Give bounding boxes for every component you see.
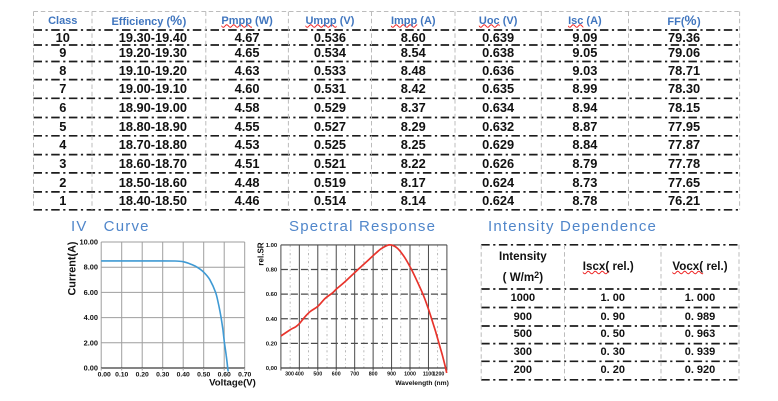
- svg-text:0.60: 0.60: [266, 292, 278, 298]
- svg-text:0.60: 0.60: [218, 372, 231, 379]
- svg-text:1100: 1100: [423, 372, 435, 378]
- svg-text:0.00: 0.00: [98, 372, 111, 379]
- svg-text:Wavelength (nm): Wavelength (nm): [395, 380, 449, 387]
- svg-text:Current(A): Current(A): [67, 241, 79, 295]
- svg-text:4.00: 4.00: [84, 313, 98, 322]
- svg-text:0.70: 0.70: [238, 372, 251, 379]
- svg-text:500: 500: [313, 372, 322, 378]
- svg-text:0.30: 0.30: [156, 372, 169, 379]
- svg-text:0.00: 0.00: [84, 364, 98, 373]
- svg-text:6.00: 6.00: [84, 288, 98, 297]
- svg-text:Voltage(V): Voltage(V): [209, 378, 256, 389]
- svg-text:2.00: 2.00: [84, 338, 98, 347]
- svg-text:0,00: 0,00: [266, 366, 278, 372]
- svg-text:1200: 1200: [433, 372, 445, 378]
- svg-text:0.80: 0.80: [266, 268, 278, 274]
- svg-text:0.20: 0.20: [136, 372, 149, 379]
- svg-text:0.10: 0.10: [115, 372, 128, 379]
- svg-text:10.00: 10.00: [80, 238, 99, 247]
- svg-text:600: 600: [332, 372, 341, 378]
- svg-text:300: 300: [285, 372, 294, 378]
- svg-text:800: 800: [369, 372, 378, 378]
- svg-text:rel.SR: rel.SR: [257, 242, 266, 265]
- svg-text:1000: 1000: [404, 372, 416, 378]
- svg-text:0.50: 0.50: [197, 372, 210, 379]
- svg-text:700: 700: [350, 372, 359, 378]
- svg-text:1.00: 1.00: [266, 243, 278, 249]
- svg-text:0.20: 0.20: [266, 341, 278, 347]
- svg-text:8.00: 8.00: [84, 263, 98, 272]
- svg-text:0.40: 0.40: [177, 372, 190, 379]
- svg-text:0.40: 0.40: [266, 317, 278, 323]
- svg-text:900: 900: [387, 372, 396, 378]
- svg-text:400: 400: [295, 372, 304, 378]
